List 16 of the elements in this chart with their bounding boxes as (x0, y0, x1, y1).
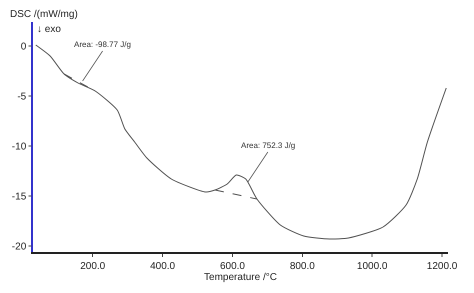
x-tick-label: 1000.0 (356, 260, 388, 272)
x-tick-label: 200.0 (80, 260, 106, 272)
y-tick-label: -15 (12, 192, 27, 202)
y-tick-label: -20 (12, 242, 27, 252)
x-tick-label: 400.0 (150, 260, 176, 272)
annotation: Area: 752.3 J/g (241, 141, 296, 150)
y-axis-title: DSC /(mW/mg) (10, 9, 78, 20)
x-tick-label: 600.0 (220, 260, 246, 272)
x-axis-title: Temperature /°C (204, 272, 277, 283)
y-tick-label: -10 (12, 142, 27, 152)
x-tick-label: 800.0 (290, 260, 316, 272)
annotation: Area: -98.77 J/g (74, 40, 131, 49)
y-tick-label: 0 (20, 42, 27, 52)
x-tick-label: 1200.0 (426, 260, 458, 272)
annotation: ↓ exo (37, 24, 62, 35)
y-tick-label: -5 (17, 92, 27, 102)
